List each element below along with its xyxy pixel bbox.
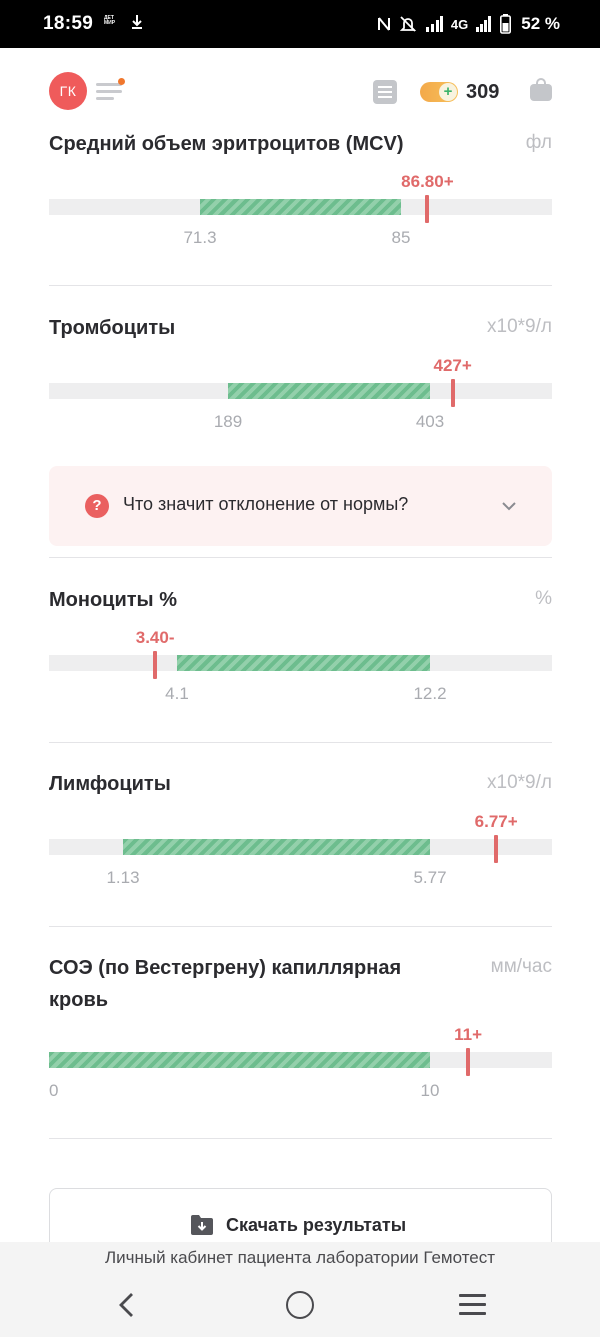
result-value: 11+	[454, 1025, 483, 1044]
value-marker	[425, 195, 430, 223]
status-bar: 18:59 ДЕТ МИР 4G 52 %	[0, 0, 600, 48]
value-marker	[153, 651, 158, 679]
metric-name: Тромбоциты	[49, 317, 176, 339]
norm-max-label: 5.77	[413, 868, 447, 887]
norm-max-label: 85	[391, 228, 411, 247]
norm-range-bar	[49, 1052, 430, 1068]
nav-home-icon[interactable]	[286, 1291, 314, 1319]
range-track	[49, 199, 552, 215]
add-icon: +	[439, 83, 457, 101]
metric-name: СОЭ (по Вестергрену) капиллярная кровь	[49, 957, 402, 1011]
cart-icon[interactable]	[530, 78, 552, 102]
divider	[49, 557, 552, 558]
norm-min-label: 0	[49, 1081, 59, 1100]
value-marker	[494, 835, 499, 863]
divider	[49, 742, 552, 743]
range-track	[49, 1052, 552, 1068]
metric-platelets: Тромбоциты x10*9/л 427+ 189 403	[49, 312, 552, 442]
results-list[interactable]: Средний объем эритроцитов (MCV) фл 86.80…	[0, 128, 600, 1242]
folder-download-icon	[191, 1215, 213, 1235]
notification-dot	[118, 78, 125, 85]
bonus-points-button[interactable]: + 309	[420, 78, 499, 106]
orders-list-icon[interactable]	[373, 80, 397, 104]
network-type: 4G	[450, 16, 469, 32]
app-badge-icon: ДЕТ МИР	[104, 15, 116, 26]
norm-range-bar	[123, 839, 430, 855]
norm-min-label: 4.1	[165, 684, 189, 703]
metric-unit: x10*9/л	[487, 772, 552, 793]
range-track	[49, 655, 552, 671]
norm-range-bar	[177, 655, 430, 671]
result-value: 86.80+	[401, 172, 454, 191]
metric-unit: мм/час	[490, 956, 552, 977]
metric-name: Моноциты %	[49, 589, 177, 611]
mute-icon	[399, 15, 417, 33]
info-text: Что значит отклонение от нормы?	[123, 494, 409, 514]
system-footer: Личный кабинет пациента лаборатории Гемо…	[0, 1242, 600, 1337]
result-value: 6.77+	[474, 812, 518, 831]
divider	[49, 285, 552, 286]
deviation-info-accordion[interactable]: ? Что значит отклонение от нормы?	[49, 466, 552, 546]
signal-2-icon	[476, 16, 492, 32]
status-icons: 4G 52 %	[377, 12, 560, 36]
metric-unit: фл	[525, 132, 552, 153]
battery-percent: 52 %	[521, 14, 560, 33]
norm-min-label: 1.13	[106, 868, 140, 887]
metric-name: Средний объем эритроцитов (MCV)	[49, 133, 404, 155]
download-results-button[interactable]: Скачать результаты	[49, 1188, 552, 1242]
norm-max-label: 10	[420, 1081, 440, 1100]
value-marker	[450, 379, 455, 407]
divider	[49, 926, 552, 927]
norm-min-label: 189	[213, 412, 243, 431]
norm-range-bar	[200, 199, 401, 215]
range-track	[49, 383, 552, 399]
menu-button[interactable]	[96, 78, 126, 104]
range-track	[49, 839, 552, 855]
norm-max-label: 403	[415, 412, 445, 431]
nav-back-icon[interactable]	[112, 1290, 142, 1320]
download-label: Скачать результаты	[226, 1215, 407, 1235]
value-marker	[466, 1048, 471, 1076]
norm-max-label: 12.2	[413, 684, 447, 703]
avatar[interactable]: ГК	[49, 72, 87, 110]
signal-icon	[425, 16, 443, 32]
chevron-down-icon	[502, 502, 516, 511]
menu-line-icon	[96, 90, 122, 93]
question-icon: ?	[85, 494, 109, 518]
result-value: 427+	[433, 356, 472, 375]
metric-unit: %	[535, 588, 552, 609]
status-time: 18:59	[43, 13, 94, 34]
metric-esr: СОЭ (по Вестергрену) капиллярная кровь м…	[49, 952, 552, 1112]
download-status-icon	[131, 14, 143, 33]
norm-range-bar	[228, 383, 430, 399]
divider	[49, 1138, 552, 1139]
result-value: 3.40-	[135, 628, 175, 647]
norm-min-label: 71.3	[183, 228, 217, 247]
bonus-points-count: 309	[466, 80, 500, 103]
menu-line-icon	[96, 97, 114, 100]
nav-recent-icon[interactable]	[459, 1294, 487, 1316]
metric-name: Лимфоциты	[49, 773, 171, 795]
nfc-icon	[377, 16, 391, 32]
menu-line-icon	[96, 83, 122, 86]
footer-caption: Личный кабинет пациента лаборатории Гемо…	[104, 1248, 496, 1267]
battery-icon	[500, 14, 512, 34]
metric-mcv: Средний объем эритроцитов (MCV) фл 86.80…	[49, 128, 552, 278]
app-header: ГК + 309	[0, 48, 600, 128]
metric-lymphocytes: Лимфоциты x10*9/л 6.77+ 1.13 5.77	[49, 768, 552, 898]
metric-unit: x10*9/л	[487, 316, 552, 337]
metric-monocytes: Моноциты % % 3.40- 4.1 12.2	[49, 584, 552, 714]
coin-icon: +	[420, 82, 458, 102]
